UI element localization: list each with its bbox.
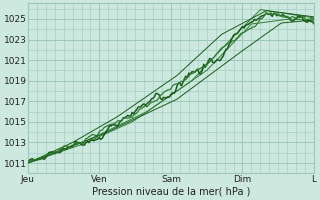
X-axis label: Pression niveau de la mer( hPa ): Pression niveau de la mer( hPa )	[92, 187, 250, 197]
